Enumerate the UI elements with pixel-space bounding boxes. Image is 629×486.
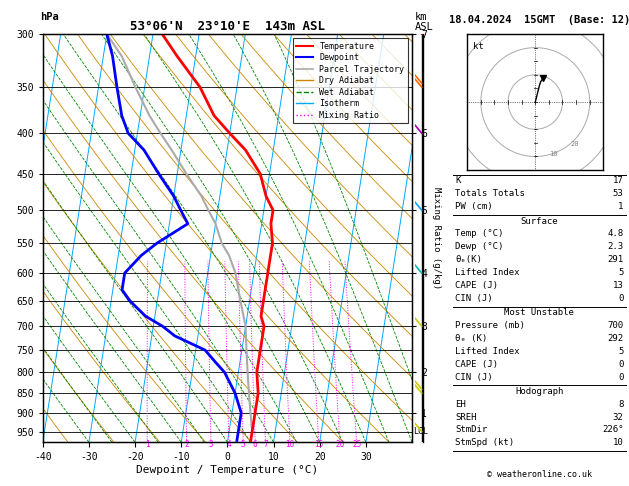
Text: θₑ(K): θₑ(K) [455,255,482,264]
Text: 8: 8 [618,399,623,409]
Text: 5: 5 [241,440,245,449]
Text: 1: 1 [145,440,150,449]
Text: CIN (J): CIN (J) [455,294,493,303]
Text: Surface: Surface [521,216,558,226]
Text: 4.8: 4.8 [607,229,623,239]
Text: 15: 15 [314,440,323,449]
Text: EH: EH [455,399,466,409]
Text: kt: kt [472,42,484,51]
Legend: Temperature, Dewpoint, Parcel Trajectory, Dry Adiabat, Wet Adiabat, Isotherm, Mi: Temperature, Dewpoint, Parcel Trajectory… [293,38,408,123]
Polygon shape [415,18,422,34]
Text: 20: 20 [571,140,579,147]
Text: 5: 5 [618,268,623,277]
Text: 10: 10 [613,438,623,448]
Text: θₑ (K): θₑ (K) [455,334,487,343]
Text: PW (cm): PW (cm) [455,202,493,211]
Text: Hodograph: Hodograph [515,387,564,396]
Text: © weatheronline.co.uk: © weatheronline.co.uk [487,469,592,479]
Text: 0: 0 [618,373,623,382]
Text: ASL: ASL [415,21,434,32]
Text: StmSpd (kt): StmSpd (kt) [455,438,515,448]
Text: 0: 0 [618,294,623,303]
Text: K: K [455,176,461,186]
Text: 32: 32 [613,413,623,422]
Text: Totals Totals: Totals Totals [455,189,525,198]
Text: 3: 3 [209,440,213,449]
Text: Lifted Index: Lifted Index [455,268,520,277]
Text: 10: 10 [549,152,557,157]
Text: 18.04.2024  15GMT  (Base: 12): 18.04.2024 15GMT (Base: 12) [448,15,629,25]
Text: 291: 291 [607,255,623,264]
Text: 1: 1 [618,202,623,211]
Y-axis label: Mixing Ratio (g/kg): Mixing Ratio (g/kg) [431,187,441,289]
Text: Temp (°C): Temp (°C) [455,229,504,239]
Text: LCL: LCL [413,427,428,436]
Text: 226°: 226° [602,426,623,434]
Text: Dewp (°C): Dewp (°C) [455,242,504,251]
Text: Lifted Index: Lifted Index [455,347,520,356]
Title: 53°06'N  23°10'E  143m ASL: 53°06'N 23°10'E 143m ASL [130,20,325,33]
Text: 6: 6 [253,440,257,449]
Text: 2: 2 [184,440,189,449]
Text: 0: 0 [618,360,623,369]
Text: 4: 4 [226,440,231,449]
Text: 7: 7 [263,440,268,449]
Text: 17: 17 [613,176,623,186]
Text: CAPE (J): CAPE (J) [455,360,498,369]
Text: 25: 25 [352,440,361,449]
Text: CAPE (J): CAPE (J) [455,281,498,290]
Text: 13: 13 [613,281,623,290]
Text: 2.3: 2.3 [607,242,623,251]
Text: Pressure (mb): Pressure (mb) [455,321,525,330]
Text: 5: 5 [618,347,623,356]
X-axis label: Dewpoint / Temperature (°C): Dewpoint / Temperature (°C) [136,465,318,475]
Text: Most Unstable: Most Unstable [504,308,574,317]
Text: 700: 700 [607,321,623,330]
Text: SREH: SREH [455,413,477,422]
Text: CIN (J): CIN (J) [455,373,493,382]
Text: 53: 53 [613,189,623,198]
Text: 292: 292 [607,334,623,343]
Text: StmDir: StmDir [455,426,487,434]
Text: hPa: hPa [40,12,58,22]
Text: 20: 20 [335,440,345,449]
Text: 10: 10 [286,440,294,449]
Text: km: km [415,12,428,22]
